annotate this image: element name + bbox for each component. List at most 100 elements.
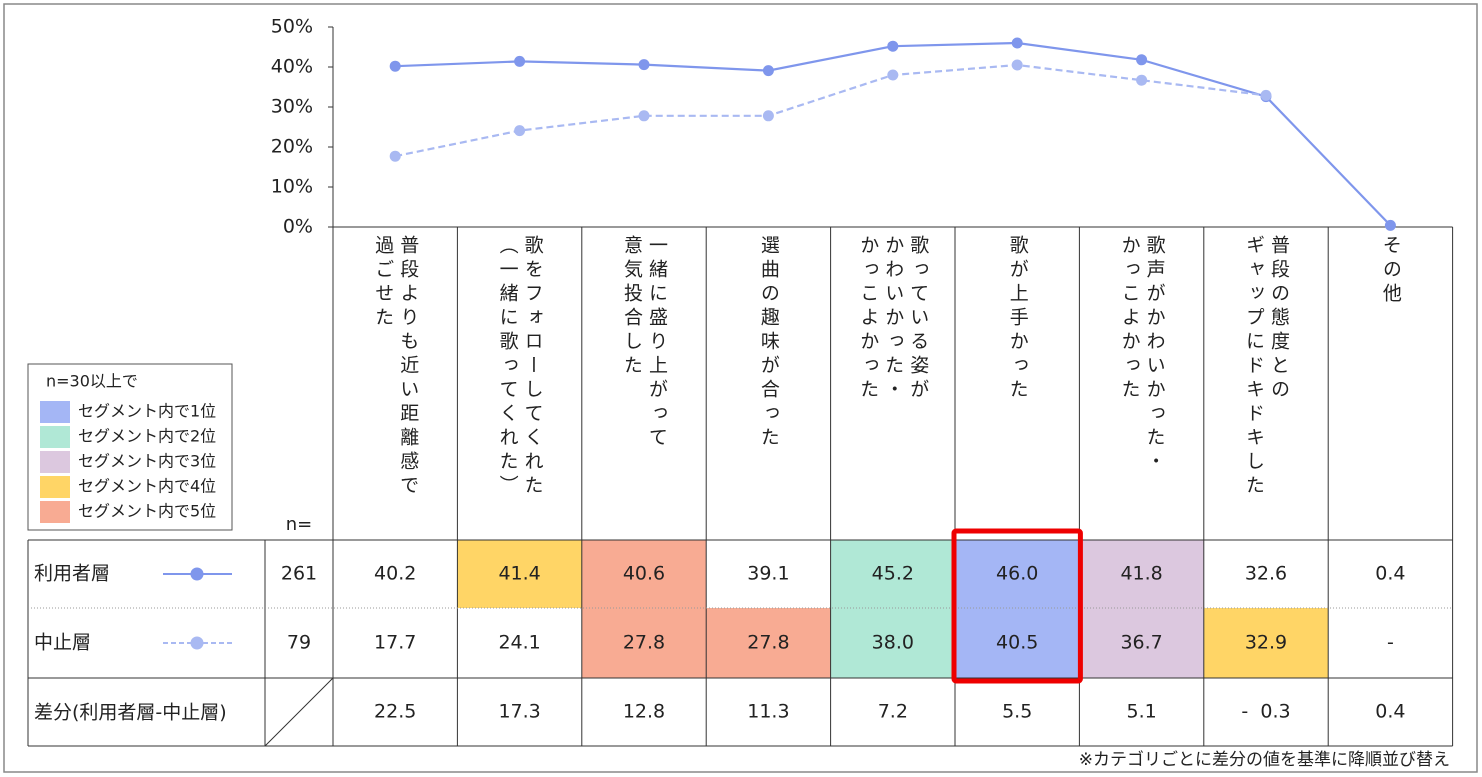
cell-value: 40.2 <box>374 563 416 585</box>
marker <box>887 69 899 81</box>
diff-value: - 0.3 <box>1241 701 1290 723</box>
legend-swatch <box>40 476 70 498</box>
cell-value: 40.6 <box>623 563 665 585</box>
marker <box>762 110 774 122</box>
cell-value: 38.0 <box>872 632 914 654</box>
cell-fill <box>955 540 1080 608</box>
cell-value: 45.2 <box>872 563 914 585</box>
cell-value: 36.7 <box>1120 632 1162 654</box>
marker <box>389 150 401 162</box>
category-text: 一緒に盛り上がって 意気投合した <box>620 235 668 451</box>
diff-value: 0.4 <box>1375 701 1405 723</box>
cell-fill <box>706 608 831 678</box>
marker <box>887 40 899 52</box>
legend-marker <box>190 567 204 581</box>
category-text: 歌っている姿が かわいかった・ かっこよかった <box>857 235 930 403</box>
legend-swatch <box>40 501 70 523</box>
diff-value: 7.2 <box>878 701 908 723</box>
diff-value: 5.1 <box>1126 701 1156 723</box>
row-label: 利用者層 <box>34 563 110 585</box>
highlight <box>951 528 1083 684</box>
legend-label: セグメント内で5位 <box>78 502 216 521</box>
cell-fill <box>1079 540 1204 608</box>
legend-swatch <box>40 401 70 423</box>
legend-label: セグメント内で1位 <box>78 402 216 421</box>
diff-value: 12.8 <box>623 701 665 723</box>
n-value: 79 <box>287 632 311 654</box>
cell-value: - <box>1387 632 1394 654</box>
n-label: n= <box>286 514 313 535</box>
cell-fill <box>830 608 955 678</box>
category-label: 普段よりも近い距離感で 過ごせた <box>372 235 420 499</box>
category-label: 普段の態度との ギャップにドキドキした <box>1242 235 1290 499</box>
category-label: その他 <box>1379 235 1402 307</box>
cell-fill <box>1203 608 1329 678</box>
marker <box>1260 89 1272 101</box>
diff-value: 17.3 <box>498 701 540 723</box>
cell-value: 41.4 <box>498 563 540 585</box>
marker <box>1011 59 1023 71</box>
category-label: 歌が上手かった <box>1006 235 1029 403</box>
cell-value: 46.0 <box>996 563 1038 585</box>
cell-fill <box>581 608 707 678</box>
category-text: その他 <box>1379 235 1402 307</box>
category-label: 歌をフォローしてくれた （一緒に歌ってくれた） <box>496 235 544 499</box>
marker <box>1136 74 1148 86</box>
marker <box>1136 54 1148 66</box>
y-tick-label: 40% <box>271 56 313 78</box>
category-text: 歌をフォローしてくれた （一緒に歌ってくれた） <box>496 235 544 499</box>
marker <box>514 55 526 67</box>
cell-value: 17.7 <box>374 632 416 654</box>
cell-value: 41.8 <box>1120 563 1162 585</box>
marker <box>1384 219 1396 231</box>
legend-label: セグメント内で4位 <box>78 477 216 496</box>
marker <box>638 59 650 71</box>
diagonal <box>264 677 334 747</box>
legend-swatch <box>40 451 70 473</box>
category-text: 選曲の趣味が合った <box>757 235 780 451</box>
cell-value: 27.8 <box>747 632 789 654</box>
category-text: 歌声がかわいかった・ かっこよかった <box>1118 235 1166 475</box>
y-tick-label: 0% <box>283 216 313 238</box>
cell-value: 32.9 <box>1245 632 1287 654</box>
marker <box>389 60 401 72</box>
series-line <box>394 63 1267 158</box>
marker <box>762 65 774 77</box>
legend-marker <box>190 636 204 650</box>
cell-fill <box>830 540 955 608</box>
cell-value: 27.8 <box>623 632 665 654</box>
category-text: 普段の態度との ギャップにドキドキした <box>1242 235 1290 499</box>
category-label: 一緒に盛り上がって 意気投合した <box>620 235 668 451</box>
n-value: 261 <box>281 563 317 585</box>
marker <box>1011 37 1023 49</box>
cell-value: 24.1 <box>498 632 540 654</box>
cell-value: 0.4 <box>1375 563 1405 585</box>
diff-value: 22.5 <box>374 701 416 723</box>
cell-fill <box>1079 608 1204 678</box>
category-label: 歌声がかわいかった・ かっこよかった <box>1118 235 1166 475</box>
cell-value: 32.6 <box>1245 563 1287 585</box>
cell-fill <box>457 540 582 608</box>
marker <box>638 110 650 122</box>
diff-row-label: 差分(利用者層-中止層) <box>34 702 227 724</box>
diff-value: 11.3 <box>747 701 789 723</box>
cell-value: 40.5 <box>996 632 1038 654</box>
row-label: 中止層 <box>34 632 91 654</box>
y-tick-label: 50% <box>271 16 313 38</box>
y-tick-label: 20% <box>271 136 313 158</box>
legend-swatch <box>40 426 70 448</box>
legend-title: n=30以上で <box>46 372 138 391</box>
legend-label: セグメント内で3位 <box>78 452 216 471</box>
category-text: 普段よりも近い距離感で 過ごせた <box>372 235 420 499</box>
category-label: 歌っている姿が かわいかった・ かっこよかった <box>857 235 930 403</box>
marker <box>514 125 526 137</box>
y-tick-label: 10% <box>271 176 313 198</box>
footnote: ※カテゴリごとに差分の値を基準に降順並び替え <box>1079 749 1450 770</box>
cell-value: 39.1 <box>747 563 789 585</box>
category-text: 歌が上手かった <box>1006 235 1029 403</box>
diff-value: 5.5 <box>1002 701 1032 723</box>
category-label: 選曲の趣味が合った <box>757 235 780 451</box>
cell-fill <box>581 540 707 608</box>
y-tick-label: 30% <box>271 96 313 118</box>
